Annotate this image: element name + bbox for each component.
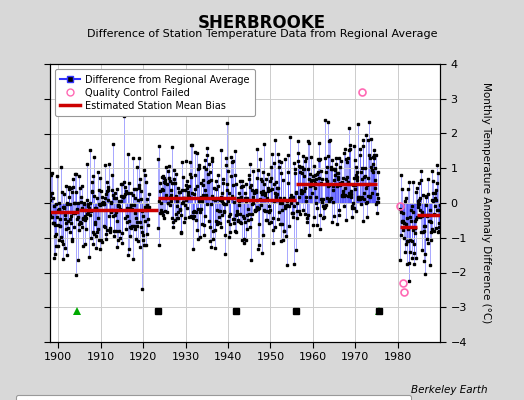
Legend: Station Move, Record Gap, Time of Obs. Change, Empirical Break: Station Move, Record Gap, Time of Obs. C… bbox=[16, 395, 411, 400]
Y-axis label: Monthly Temperature Anomaly Difference (°C): Monthly Temperature Anomaly Difference (… bbox=[481, 82, 491, 324]
Text: Difference of Station Temperature Data from Regional Average: Difference of Station Temperature Data f… bbox=[87, 29, 437, 39]
Text: Berkeley Earth: Berkeley Earth bbox=[411, 385, 487, 395]
Text: SHERBROOKE: SHERBROOKE bbox=[198, 14, 326, 32]
